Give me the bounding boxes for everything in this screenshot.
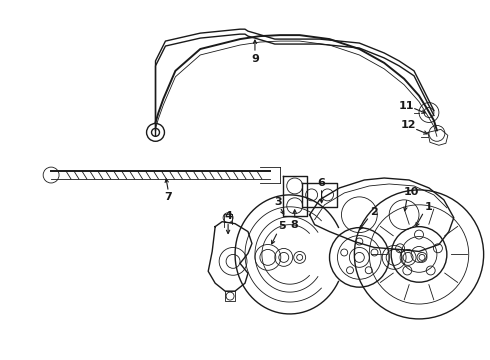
Text: 4: 4 [224,211,232,221]
Text: 7: 7 [165,192,172,202]
Text: 3: 3 [274,197,282,207]
Text: 9: 9 [251,54,259,64]
Text: 11: 11 [398,100,414,111]
Text: 8: 8 [291,220,298,230]
Text: 2: 2 [370,207,378,217]
Text: 6: 6 [318,178,325,188]
Text: 12: 12 [400,121,416,130]
Text: 5: 5 [278,221,286,231]
Text: 10: 10 [403,187,419,197]
Text: 1: 1 [425,202,433,212]
